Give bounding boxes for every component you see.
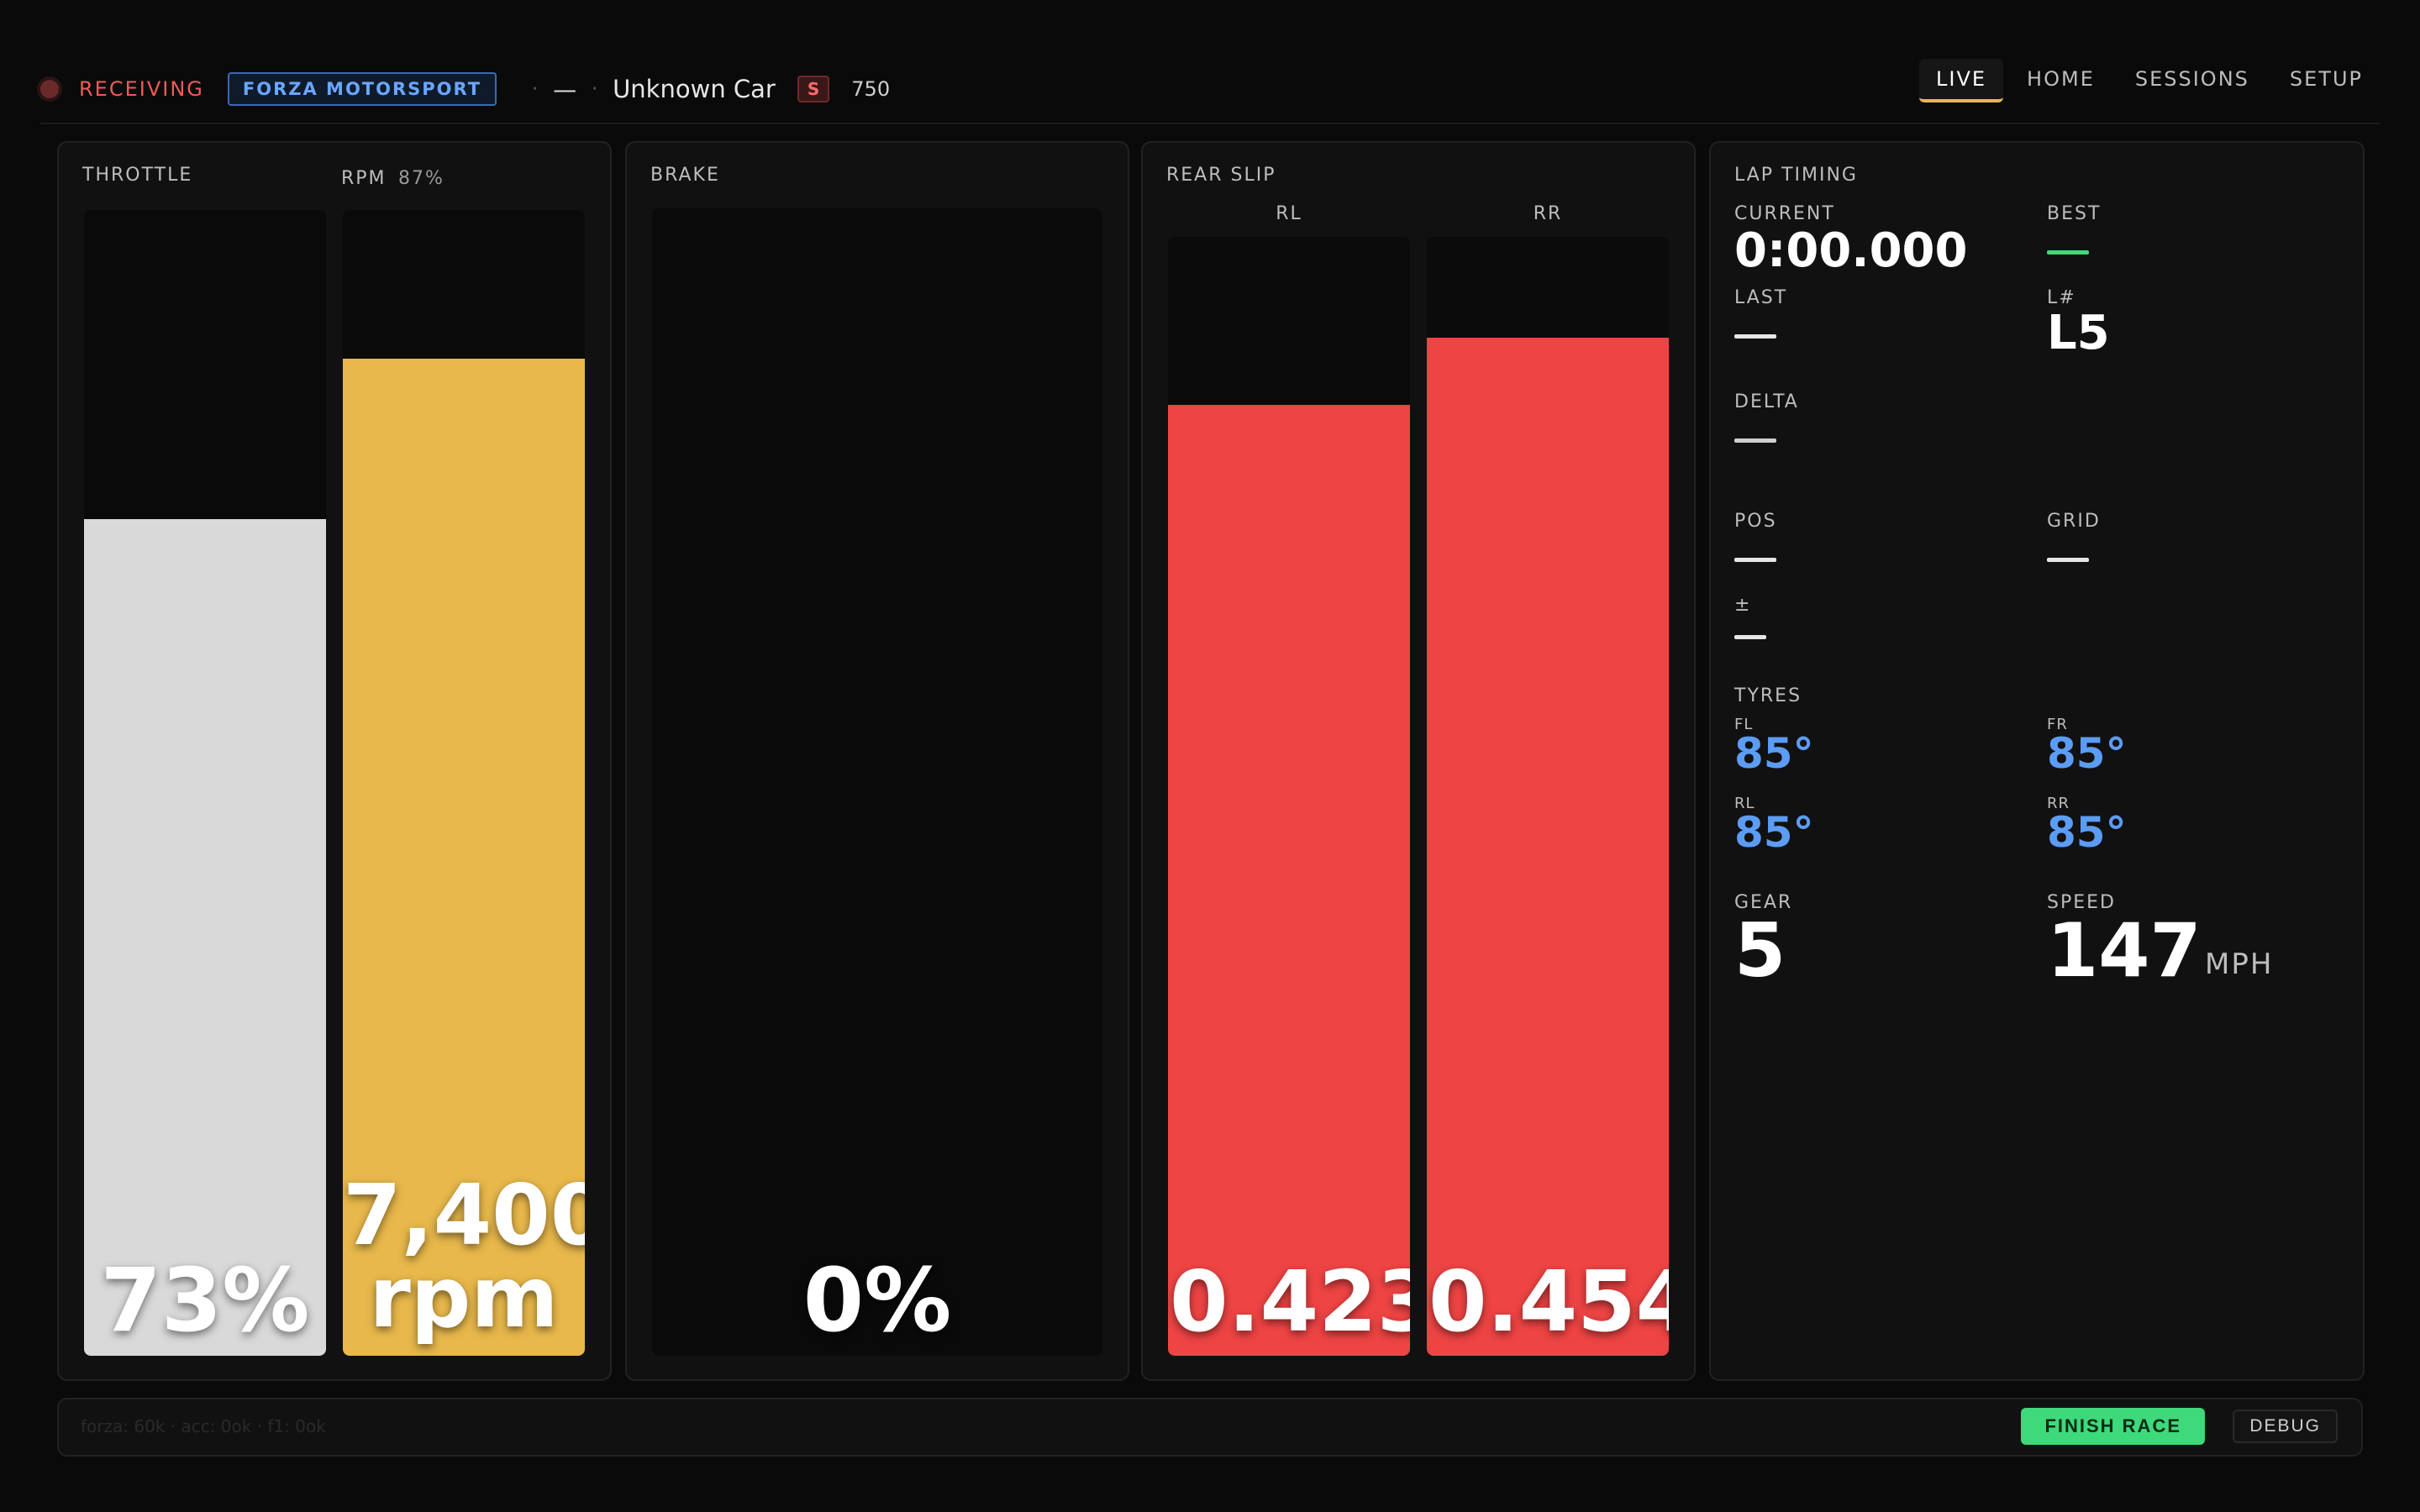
position-label: POS bbox=[1734, 511, 1777, 532]
performance-index: 750 bbox=[851, 77, 891, 101]
debug-button[interactable]: DEBUG bbox=[2233, 1410, 2338, 1443]
rpm-bar: 7,400 rpm bbox=[343, 210, 585, 1356]
best-lap-empty bbox=[2047, 250, 2089, 255]
connection-status: RECEIVING bbox=[79, 77, 204, 101]
lap-timing-panel: LAP TIMING CURRENT 0:00.000 BEST LAST L#… bbox=[1709, 141, 2365, 1381]
gear-value: 5 bbox=[1734, 907, 1786, 994]
nav-home[interactable]: HOME bbox=[2027, 67, 2095, 91]
tyre-rr-label: RR bbox=[2047, 795, 2070, 812]
rpm-label: RPM bbox=[341, 168, 387, 189]
slip-rr-value: 0.454 bbox=[1428, 1252, 1669, 1351]
brake-panel: BRAKE 0% bbox=[625, 141, 1129, 1381]
slip-rr-fill bbox=[1427, 337, 1669, 1356]
debug-status-text: forza: 60k · acc: 0ok · f1: 0ok bbox=[81, 1416, 326, 1436]
slip-rr-bar: 0.454 bbox=[1427, 237, 1669, 1356]
main-nav: LIVE HOME SESSIONS SETUP bbox=[1912, 59, 2380, 102]
brake-bar: 0% bbox=[652, 208, 1102, 1356]
slip-rl-label: RL bbox=[1276, 203, 1302, 224]
grid-label: GRID bbox=[2047, 511, 2101, 532]
tyres-label: TYRES bbox=[1734, 685, 1802, 706]
rear-slip-label: REAR SLIP bbox=[1166, 165, 1276, 186]
last-lap-empty bbox=[1734, 334, 1776, 339]
delta-label: DELTA bbox=[1734, 391, 1799, 412]
tyre-fl-label: FL bbox=[1734, 716, 1754, 733]
current-label: CURRENT bbox=[1734, 203, 1835, 224]
grid-empty bbox=[2047, 558, 2089, 562]
position-empty bbox=[1734, 558, 1776, 562]
footer-bar: forza: 60k · acc: 0ok · f1: 0ok FINISH R… bbox=[57, 1398, 2363, 1457]
plusminus-label: ± bbox=[1734, 595, 1752, 616]
nav-live[interactable]: LIVE bbox=[1919, 59, 2004, 102]
nav-setup[interactable]: SETUP bbox=[2289, 67, 2363, 91]
tyre-rl-temp: 85° bbox=[1734, 808, 1814, 857]
slip-rl-bar: 0.423 bbox=[1168, 237, 1410, 1356]
best-label: BEST bbox=[2047, 203, 2102, 224]
tyre-rr-temp: 85° bbox=[2047, 808, 2127, 857]
throttle-label: THROTTLE bbox=[82, 165, 193, 186]
delta-empty bbox=[1734, 438, 1776, 443]
tyre-fl-temp: 85° bbox=[1734, 729, 1814, 778]
nav-sessions[interactable]: SESSIONS bbox=[2134, 67, 2249, 91]
rpm-value: 7,400 rpm bbox=[343, 1166, 585, 1347]
gear-label: GEAR bbox=[1734, 892, 1793, 913]
tyre-fr-temp: 85° bbox=[2047, 729, 2127, 778]
plusminus-empty bbox=[1734, 635, 1766, 639]
rpm-fill bbox=[343, 359, 585, 1356]
top-bar bbox=[40, 40, 2380, 124]
separator-dot: · bbox=[532, 78, 539, 100]
brake-label: BRAKE bbox=[650, 165, 720, 186]
lap-number-label: L# bbox=[2047, 287, 2076, 308]
tyre-fr-label: FR bbox=[2047, 716, 2068, 733]
speed-unit: MPH bbox=[2205, 948, 2274, 981]
separator-dot: · bbox=[592, 78, 598, 100]
throttle-value: 73% bbox=[100, 1249, 310, 1352]
throttle-fill bbox=[84, 519, 326, 1356]
status-dot-icon bbox=[40, 80, 59, 98]
rear-slip-panel: REAR SLIP RL RR 0.423 0.454 bbox=[1141, 141, 1696, 1381]
finish-race-button[interactable]: FINISH RACE bbox=[2021, 1408, 2205, 1445]
status-row: RECEIVING FORZA MOTORSPORT · — · Unknown… bbox=[40, 66, 890, 113]
slip-rl-value: 0.423 bbox=[1170, 1252, 1410, 1351]
lap-number: L5 bbox=[2047, 306, 2110, 360]
car-class-badge: S bbox=[797, 76, 830, 102]
last-label: LAST bbox=[1734, 287, 1788, 308]
slip-rr-label: RR bbox=[1533, 203, 1563, 224]
throttle-bar: 73% bbox=[84, 210, 326, 1356]
lap-timing-label: LAP TIMING bbox=[1734, 165, 1858, 186]
slip-rl-fill bbox=[1168, 404, 1410, 1356]
speed-label: SPEED bbox=[2047, 892, 2116, 913]
tyre-rl-label: RL bbox=[1734, 795, 1755, 812]
car-name: Unknown Car bbox=[613, 75, 776, 103]
rpm-percent: 87% bbox=[398, 168, 445, 189]
speed-value: 147 bbox=[2047, 907, 2202, 994]
current-lap-time: 0:00.000 bbox=[1734, 223, 1968, 278]
game-badge: FORZA MOTORSPORT bbox=[227, 72, 497, 106]
throttle-rpm-panel: THROTTLE RPM 87% 73% 7,400 rpm bbox=[57, 141, 612, 1381]
track-name: — bbox=[553, 75, 577, 103]
rpm-number: 7,400 bbox=[343, 1166, 585, 1264]
rpm-unit: rpm bbox=[369, 1248, 559, 1347]
brake-value: 0% bbox=[802, 1249, 952, 1352]
